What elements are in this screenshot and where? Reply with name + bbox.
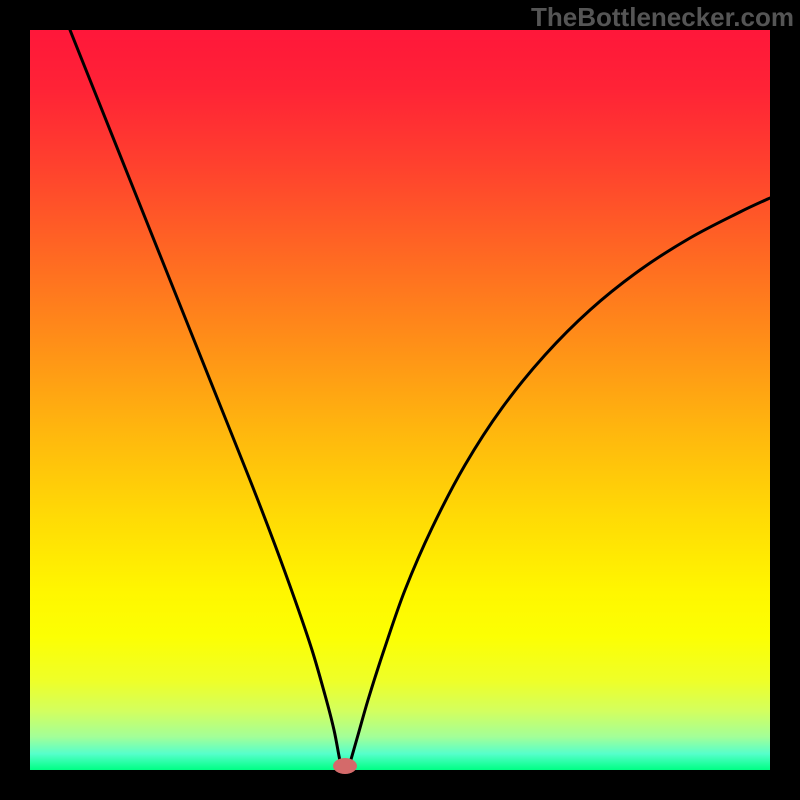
plot-area — [30, 30, 770, 770]
border-bottom — [0, 770, 800, 800]
border-right — [770, 0, 800, 800]
optimal-point-marker — [333, 758, 357, 774]
border-left — [0, 0, 30, 800]
watermark-text: TheBottlenecker.com — [531, 2, 794, 33]
chart-frame: TheBottlenecker.com — [0, 0, 800, 800]
